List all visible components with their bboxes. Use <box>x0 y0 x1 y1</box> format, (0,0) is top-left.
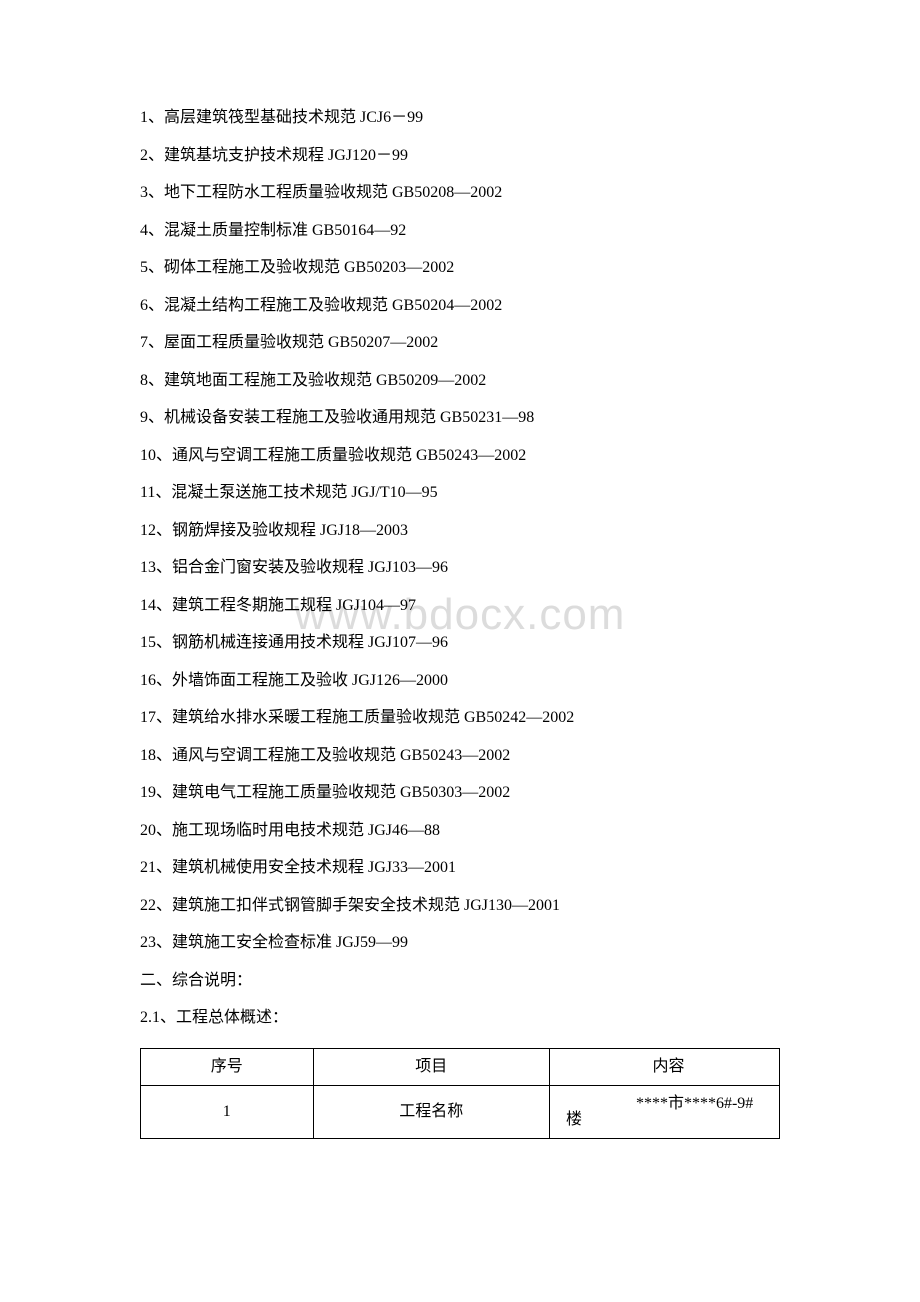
table-header-cell: 序号 <box>141 1048 314 1085</box>
list-item: 13、铝合金门窗安装及验收规程 JGJ103—96 <box>140 560 780 576</box>
list-item: 16、外墙饰面工程施工及验收 JGJ126—2000 <box>140 673 780 689</box>
list-item: 3、地下工程防水工程质量验收规范 GB50208—2002 <box>140 185 780 201</box>
list-item: 4、混凝土质量控制标准 GB50164—92 <box>140 223 780 239</box>
list-item: 20、施工现场临时用电技术规范 JGJ46—88 <box>140 823 780 839</box>
list-item: 9、机械设备安装工程施工及验收通用规范 GB50231—98 <box>140 410 780 426</box>
list-item: 7、屋面工程质量验收规范 GB50207—2002 <box>140 335 780 351</box>
section-heading-2-1: 2.1、工程总体概述： <box>140 1010 780 1026</box>
list-item: 11、混凝土泵送施工技术规范 JGJ/T10—95 <box>140 485 780 501</box>
list-item: 8、建筑地面工程施工及验收规范 GB50209—2002 <box>140 373 780 389</box>
list-item: 22、建筑施工扣伴式钢管脚手架安全技术规范 JGJ130—2001 <box>140 898 780 914</box>
list-item: 6、混凝土结构工程施工及验收规范 GB50204—2002 <box>140 298 780 314</box>
list-item: 23、建筑施工安全检查标准 JGJ59—99 <box>140 935 780 951</box>
table-header-cell: 项目 <box>313 1048 549 1085</box>
list-item: 10、通风与空调工程施工质量验收规范 GB50243—2002 <box>140 448 780 464</box>
list-item: 17、建筑给水排水采暖工程施工质量验收规范 GB50242—2002 <box>140 710 780 726</box>
list-item: 21、建筑机械使用安全技术规程 JGJ33—2001 <box>140 860 780 876</box>
list-item: 15、钢筋机械连接通用技术规程 JGJ107—96 <box>140 635 780 651</box>
section-heading-2: 二、综合说明： <box>140 973 780 989</box>
list-item: 2、建筑基坑支护技术规程 JGJ120－99 <box>140 148 780 164</box>
list-item: 1、高层建筑筏型基础技术规范 JCJ6－99 <box>140 110 780 126</box>
document-content: 1、高层建筑筏型基础技术规范 JCJ6－99 2、建筑基坑支护技术规程 JGJ1… <box>140 110 780 1139</box>
table-cell: ****市****6#-9# 楼 <box>549 1085 779 1138</box>
list-item: 12、钢筋焊接及验收规程 JGJ18—2003 <box>140 523 780 539</box>
table-header-row: 序号 项目 内容 <box>141 1048 780 1085</box>
list-item: 19、建筑电气工程施工质量验收规范 GB50303—2002 <box>140 785 780 801</box>
table-cell-line: 楼 <box>566 1112 771 1128</box>
project-overview-table: 序号 项目 内容 1 工程名称 ****市****6#-9# 楼 <box>140 1048 780 1139</box>
list-item: 14、建筑工程冬期施工规程 JGJ104—97 <box>140 598 780 614</box>
table-row: 1 工程名称 ****市****6#-9# 楼 <box>141 1085 780 1138</box>
table-cell-line: ****市****6#-9# <box>566 1096 771 1112</box>
list-item: 5、砌体工程施工及验收规范 GB50203—2002 <box>140 260 780 276</box>
table-cell: 1 <box>141 1085 314 1138</box>
table-cell: 工程名称 <box>313 1085 549 1138</box>
list-item: 18、通风与空调工程施工及验收规范 GB50243—2002 <box>140 748 780 764</box>
table-header-cell: 内容 <box>549 1048 779 1085</box>
